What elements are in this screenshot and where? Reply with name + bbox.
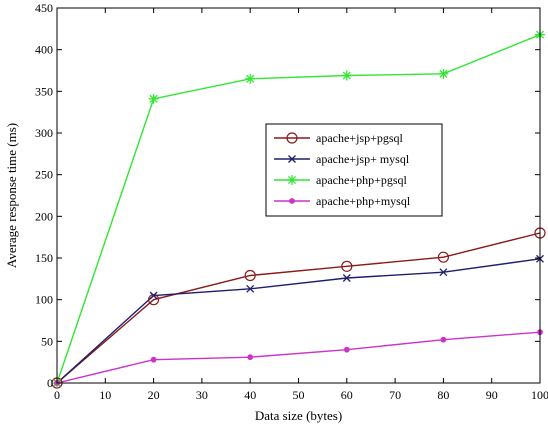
x-tick-label: 100 xyxy=(531,388,548,402)
data-point-4 xyxy=(440,336,447,343)
data-point-3 xyxy=(438,68,449,79)
legend-label: apache+jsp+ mysql xyxy=(316,152,410,166)
legend-item: apache+php+pgsql xyxy=(274,173,408,187)
data-point-4 xyxy=(150,356,157,363)
y-tick-label: 150 xyxy=(35,251,53,265)
data-point-3 xyxy=(341,70,352,81)
y-tick-label: 100 xyxy=(35,293,53,307)
y-tick-label: 450 xyxy=(35,1,53,15)
data-point-1 xyxy=(244,269,256,282)
data-point-1 xyxy=(341,260,353,272)
y-tick-label: 0 xyxy=(47,376,53,390)
y-tick-label: 50 xyxy=(41,334,53,348)
y-tick-label: 400 xyxy=(35,43,53,57)
x-tick-label: 70 xyxy=(389,388,401,402)
axis-ticks: 0 10 20 30 40 50 60 70 80 90 100 0 50 100 150 200 250 300… xyxy=(35,1,548,402)
legend: apache+jsp+pgsql apache+jsp+ mysql apache+… xyxy=(265,123,443,217)
series-line-2 xyxy=(56,258,541,384)
series-lines xyxy=(56,34,541,384)
y-tick-label: 350 xyxy=(35,84,53,98)
x-tick-label: 20 xyxy=(148,388,160,402)
x-tick-label: 90 xyxy=(486,388,498,402)
y-tick-label: 300 xyxy=(35,126,53,140)
legend-item: apache+jsp+pgsql xyxy=(274,131,404,145)
legend-label: apache+php+mysql xyxy=(316,194,411,208)
legend-marker xyxy=(286,132,298,144)
data-point-4 xyxy=(247,354,254,361)
data-point-3 xyxy=(245,73,256,84)
legend-item: apache+jsp+ mysql xyxy=(274,152,410,166)
data-point-3 xyxy=(148,93,159,104)
legend-marker xyxy=(287,175,297,185)
x-axis-label: Data size (bytes) xyxy=(255,408,342,423)
x-tick-label: 40 xyxy=(244,388,256,402)
x-tick-label: 50 xyxy=(293,388,305,402)
legend-marker xyxy=(288,155,296,163)
series-line-1 xyxy=(56,232,541,384)
legend-item: apache+php+mysql xyxy=(274,194,411,208)
series-line-3 xyxy=(56,34,541,384)
data-point-2 xyxy=(439,268,448,277)
data-point-2 xyxy=(342,274,351,282)
y-tick-label: 200 xyxy=(35,209,53,223)
y-axis-label: Average response time (ms) xyxy=(4,123,19,268)
series-line-4 xyxy=(56,331,541,384)
x-tick-label: 60 xyxy=(341,388,353,402)
x-tick-label: 30 xyxy=(196,388,208,402)
x-tick-label: 0 xyxy=(54,388,60,402)
data-point-2 xyxy=(246,284,255,293)
legend-label: apache+php+pgsql xyxy=(316,173,408,187)
data-point-4 xyxy=(343,346,350,353)
y-tick-label: 250 xyxy=(35,168,53,182)
x-tick-label: 80 xyxy=(437,388,449,402)
legend-label: apache+jsp+pgsql xyxy=(316,131,404,145)
data-point-2 xyxy=(149,291,158,300)
data-point-1 xyxy=(437,251,449,263)
x-tick-label: 10 xyxy=(99,388,111,402)
legend-marker xyxy=(289,198,295,204)
